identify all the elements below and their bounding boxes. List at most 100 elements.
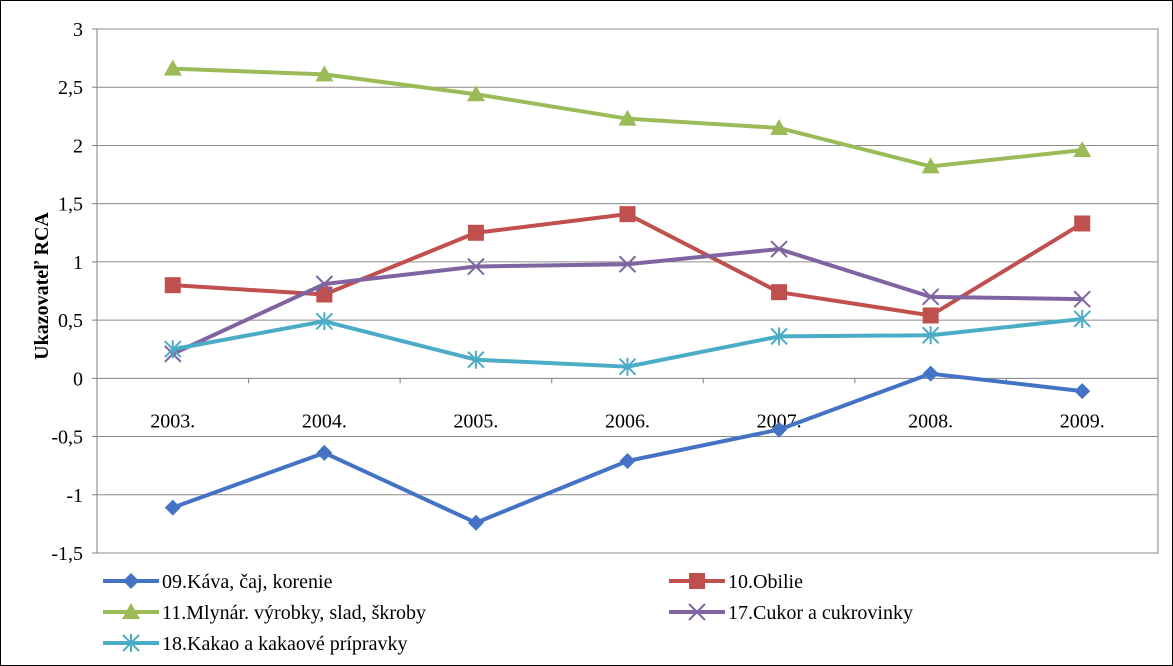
data-point xyxy=(1073,141,1092,158)
series-lines xyxy=(163,59,1092,531)
x-marker-stroke xyxy=(467,257,485,276)
data-point xyxy=(164,277,181,294)
series-line xyxy=(170,371,1085,525)
legend-swatch-marker xyxy=(123,573,139,589)
data-point xyxy=(619,206,636,223)
x-tick-label: 2005. xyxy=(453,410,498,432)
diamond-marker xyxy=(164,499,181,516)
legend-item-4: 17.Cukor a cukrovinky xyxy=(669,602,913,624)
legend-label: 11.Mlynár. výrobky, slad, škroby xyxy=(162,602,426,624)
data-point xyxy=(163,59,182,76)
data-point xyxy=(771,421,788,438)
y-axis-title: Ukazovateľ RCA xyxy=(31,212,53,360)
data-point xyxy=(922,365,939,382)
legend-label: 17.Cukor a cukrovinky xyxy=(728,602,913,624)
legend: 09.Káva, čaj, korenie 10.Obilie 11.Mlynár.… xyxy=(103,571,913,655)
data-point xyxy=(771,284,788,301)
triangle-marker xyxy=(921,157,940,174)
data-point xyxy=(315,275,334,293)
x-axis-tick-labels: 2003. 2004. 2005. 2006. 2007. 2008. 2009. xyxy=(150,410,1104,432)
data-point xyxy=(921,326,940,345)
data-point xyxy=(618,109,637,126)
x-marker-stroke xyxy=(688,603,706,621)
triangle-marker xyxy=(163,59,182,76)
diamond-marker xyxy=(316,444,333,461)
data-point xyxy=(1074,383,1091,400)
data-point xyxy=(164,499,181,516)
legend-item-1: 09.Káva, čaj, korenie xyxy=(103,571,333,593)
square-marker xyxy=(1074,215,1091,232)
triangle-marker xyxy=(618,109,637,126)
data-point xyxy=(316,444,333,461)
data-point xyxy=(466,85,485,102)
legend-item-3: 11.Mlynár. výrobky, slad, škroby xyxy=(103,602,426,624)
legend-swatch-marker xyxy=(688,603,706,621)
data-point xyxy=(1073,309,1091,328)
y-axis-tick-labels: -1,5 -1 -0,5 0 0,5 1 1,5 2 2,5 3 xyxy=(51,19,83,565)
square-marker xyxy=(771,284,788,301)
legend-label: 18.Kakao a kakaové prípravky xyxy=(162,633,407,655)
square-marker xyxy=(922,307,939,324)
y-tick-label: -1,5 xyxy=(51,543,83,565)
data-point xyxy=(467,257,485,276)
x-tick-label: 2006. xyxy=(605,410,650,432)
y-tick-label: 1,5 xyxy=(58,194,83,216)
y-tick-label: 0,5 xyxy=(58,310,83,332)
x-marker-stroke xyxy=(315,275,334,293)
series-4 xyxy=(164,240,1091,363)
data-point xyxy=(770,118,789,135)
triangle-marker xyxy=(122,603,140,619)
y-tick-label: 0 xyxy=(73,368,83,390)
legend-label: 10.Obilie xyxy=(728,571,803,593)
data-point xyxy=(619,453,636,470)
data-point xyxy=(467,350,485,369)
legend-swatch-marker xyxy=(122,634,140,652)
data-point xyxy=(770,327,788,346)
x-marker-stroke xyxy=(1073,290,1091,308)
gridlines xyxy=(92,28,1159,554)
y-tick-label: 3 xyxy=(73,19,83,41)
legend-item-5: 18.Kakao a kakaové prípravky xyxy=(103,633,407,655)
y-tick-label: 2,5 xyxy=(58,77,83,99)
diamond-marker xyxy=(619,453,636,470)
data-point xyxy=(618,357,637,376)
data-point xyxy=(1074,215,1091,232)
series-1 xyxy=(164,365,1091,531)
data-point xyxy=(922,307,939,324)
triangle-marker xyxy=(1073,141,1092,158)
diamond-marker xyxy=(467,514,484,531)
x-tick-label: 2003. xyxy=(150,410,195,432)
data-point xyxy=(921,157,940,174)
legend-swatch-marker xyxy=(689,573,705,589)
legend-item-2: 10.Obilie xyxy=(669,571,803,593)
diamond-marker xyxy=(1074,383,1091,400)
data-point xyxy=(316,286,333,303)
legend-swatch-marker xyxy=(122,603,140,619)
data-point xyxy=(770,240,788,258)
diamond-marker xyxy=(771,421,788,438)
data-point xyxy=(618,255,637,273)
y-tick-label: -1 xyxy=(66,485,83,507)
x-tick-label: 2009. xyxy=(1060,410,1105,432)
square-marker xyxy=(467,224,484,241)
legend-label: 09.Káva, čaj, korenie xyxy=(162,571,333,593)
data-point xyxy=(1073,290,1091,308)
data-point xyxy=(315,65,334,82)
series-5 xyxy=(164,309,1091,376)
data-point xyxy=(164,340,182,359)
triangle-marker xyxy=(315,65,334,82)
data-point xyxy=(921,288,940,306)
series-3 xyxy=(163,59,1092,174)
square-marker xyxy=(689,573,705,589)
data-point xyxy=(467,514,484,531)
square-marker xyxy=(619,206,636,223)
diamond-marker xyxy=(922,365,939,382)
square-marker xyxy=(316,286,333,303)
x-marker-stroke xyxy=(770,240,788,258)
x-tick-label: 2004. xyxy=(302,410,347,432)
data-point xyxy=(467,224,484,241)
triangle-marker xyxy=(466,85,485,102)
series-2 xyxy=(164,206,1091,324)
